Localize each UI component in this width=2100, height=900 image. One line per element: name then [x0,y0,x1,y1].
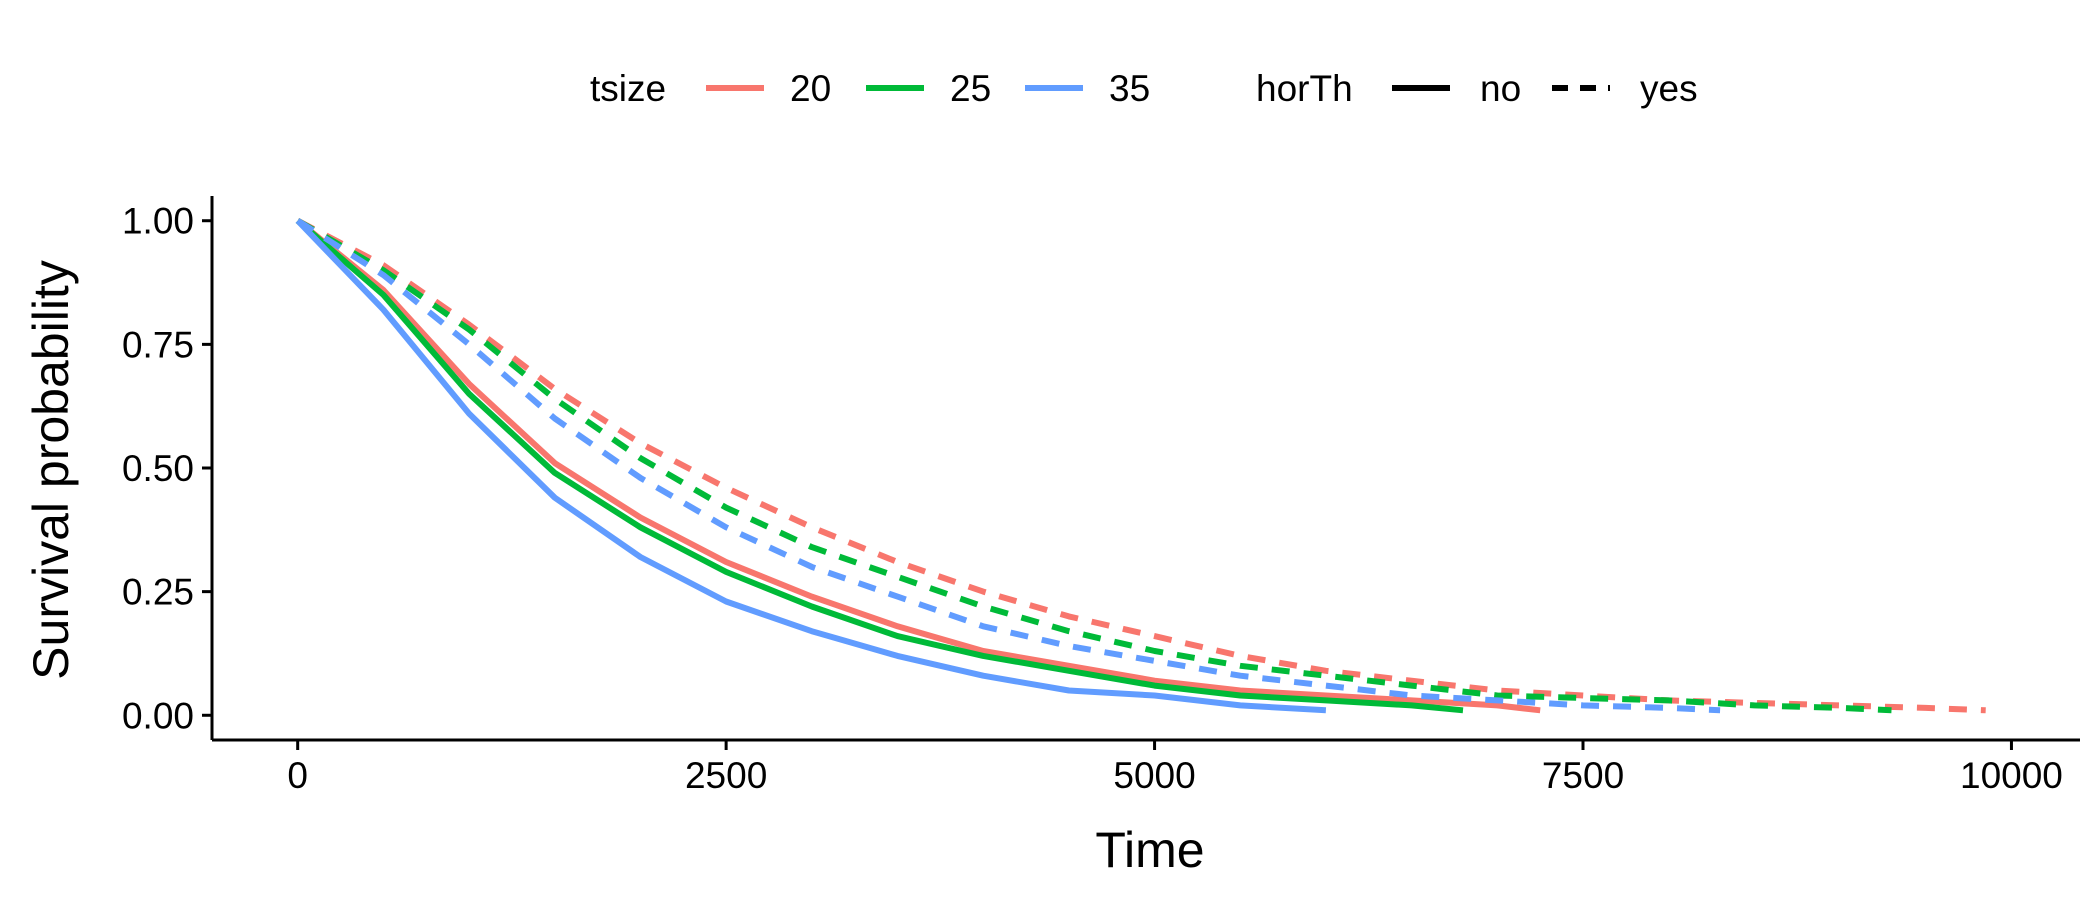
x-tick-label: 5000 [1113,755,1195,796]
y-axis-title: Survival probability [23,260,79,680]
series-line-tsize35-horth-no [295,218,1327,714]
y-tick-label: 0.75 [122,324,194,365]
legend-label-horth-yes: yes [1640,68,1698,109]
y-tick-label: 0.00 [122,695,194,736]
x-tick-label: 10000 [1960,755,2063,796]
legend-label-tsize-20: 20 [790,68,831,109]
y-tick-label: 0.25 [122,572,194,613]
legend-label-tsize-35: 35 [1109,68,1150,109]
x-tick-label: 2500 [685,755,767,796]
series-line-tsize35-horth-yes [296,218,1721,714]
y-tick-label: 1.00 [122,201,194,242]
legend-label-tsize-25: 25 [950,68,991,109]
legend-title-horth: horTh [1256,68,1353,109]
x-tick-label: 0 [287,755,308,796]
series-line-tsize25-horth-yes [296,218,1892,714]
axes: 0 2500 5000 7500 10000 0.00 0.25 0.50 0.75 1.00 [122,196,2080,796]
series-lines [295,218,1986,714]
x-axis-title: Time [1095,822,1204,878]
legend-label-horth-no: no [1480,68,1521,109]
legend-title-tsize: tsize [590,68,666,109]
series-line-tsize25-horth-no [295,218,1464,714]
series-line-tsize20-horth-no [295,218,1541,714]
y-tick-label: 0.50 [122,448,194,489]
legend: tsize 20 25 35 horTh no yes [590,68,1698,109]
x-tick-label: 7500 [1542,755,1624,796]
